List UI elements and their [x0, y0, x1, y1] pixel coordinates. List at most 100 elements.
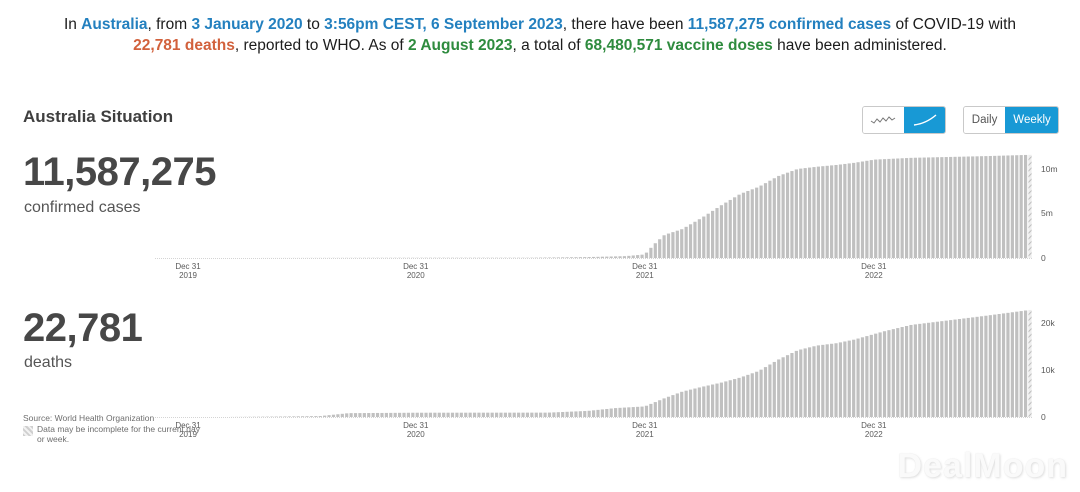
bar[interactable] [909, 157, 913, 258]
bar[interactable] [349, 413, 353, 417]
bar[interactable] [398, 412, 402, 417]
bar[interactable] [662, 235, 666, 258]
bar[interactable] [900, 158, 904, 258]
bar[interactable] [292, 416, 296, 417]
bar[interactable] [812, 167, 816, 258]
bar[interactable] [437, 412, 441, 417]
bar[interactable] [1023, 310, 1028, 417]
bar[interactable] [843, 163, 847, 258]
bar[interactable] [702, 216, 706, 258]
bar[interactable] [759, 369, 763, 417]
bar[interactable] [891, 158, 895, 258]
bar[interactable] [393, 412, 397, 417]
bar[interactable] [622, 256, 627, 258]
bar[interactable] [627, 407, 631, 417]
bar[interactable] [887, 158, 891, 258]
bar[interactable] [979, 316, 984, 417]
bar[interactable] [503, 412, 507, 417]
bar[interactable] [838, 342, 843, 417]
bar[interactable] [834, 343, 838, 417]
bar[interactable] [411, 412, 415, 417]
bar[interactable] [424, 412, 428, 417]
bar[interactable] [578, 411, 582, 417]
bar[interactable] [812, 346, 816, 417]
bar[interactable] [918, 323, 922, 417]
bar[interactable] [944, 157, 948, 258]
bar[interactable] [600, 409, 604, 417]
bar[interactable] [785, 172, 790, 258]
bar[interactable] [314, 416, 318, 417]
bar[interactable] [1023, 154, 1028, 258]
bar[interactable] [684, 390, 688, 417]
bar[interactable] [552, 412, 556, 417]
bar[interactable] [301, 416, 305, 417]
bar[interactable] [706, 385, 710, 417]
bar[interactable] [450, 412, 455, 417]
bar[interactable] [997, 155, 1001, 258]
bar[interactable] [596, 256, 600, 258]
bar[interactable] [591, 410, 596, 417]
bar[interactable] [922, 323, 926, 417]
bar[interactable] [988, 155, 992, 258]
bar[interactable] [587, 410, 591, 417]
bar[interactable] [733, 197, 737, 258]
bar[interactable] [715, 383, 719, 417]
bar[interactable] [711, 210, 715, 258]
bar[interactable] [455, 412, 459, 417]
bar[interactable] [534, 412, 538, 417]
bar[interactable] [671, 395, 675, 417]
bar[interactable] [569, 411, 574, 417]
bar[interactable] [733, 379, 737, 417]
bar[interactable] [891, 329, 895, 417]
bar[interactable] [380, 412, 384, 417]
bar[interactable] [296, 416, 300, 417]
bar[interactable] [283, 416, 287, 417]
bar[interactable] [1006, 155, 1010, 258]
bar[interactable] [971, 317, 975, 417]
bar[interactable] [618, 407, 622, 417]
bar[interactable] [627, 255, 631, 258]
bar[interactable] [547, 412, 552, 417]
bar[interactable] [287, 416, 291, 417]
bar[interactable] [821, 166, 825, 258]
bar[interactable] [706, 213, 710, 258]
bar[interactable] [318, 416, 322, 417]
bar[interactable] [1028, 309, 1032, 417]
bar[interactable] [468, 412, 472, 417]
bar[interactable] [913, 157, 917, 258]
bar[interactable] [605, 256, 609, 258]
bar[interactable] [896, 328, 900, 417]
bar[interactable] [618, 256, 622, 258]
bar[interactable] [609, 256, 613, 258]
bar[interactable] [644, 252, 649, 258]
bar[interactable] [547, 257, 552, 259]
bar[interactable] [777, 175, 781, 258]
bar[interactable] [1019, 155, 1023, 258]
bar[interactable] [305, 416, 309, 417]
bar[interactable] [794, 169, 798, 258]
bar[interactable] [671, 232, 675, 258]
bar[interactable] [971, 156, 975, 258]
bar[interactable] [909, 324, 913, 417]
bar[interactable] [336, 414, 340, 417]
bar[interactable] [345, 413, 349, 417]
bar[interactable] [569, 257, 574, 258]
bar[interactable] [375, 412, 380, 417]
bar[interactable] [583, 411, 587, 417]
bar[interactable] [636, 406, 640, 417]
bar[interactable] [852, 339, 856, 417]
bar[interactable] [975, 156, 979, 258]
bar[interactable] [719, 382, 724, 417]
bar[interactable] [900, 327, 904, 417]
bar[interactable] [860, 337, 865, 417]
bar[interactable] [508, 412, 512, 417]
bar[interactable] [728, 199, 732, 258]
bar[interactable] [644, 405, 649, 417]
bar[interactable] [600, 256, 604, 258]
bar[interactable] [940, 321, 944, 417]
bar[interactable] [966, 317, 970, 417]
bar[interactable] [680, 229, 684, 258]
bar[interactable] [755, 371, 759, 417]
bar[interactable] [719, 205, 724, 258]
bar[interactable] [768, 180, 772, 258]
